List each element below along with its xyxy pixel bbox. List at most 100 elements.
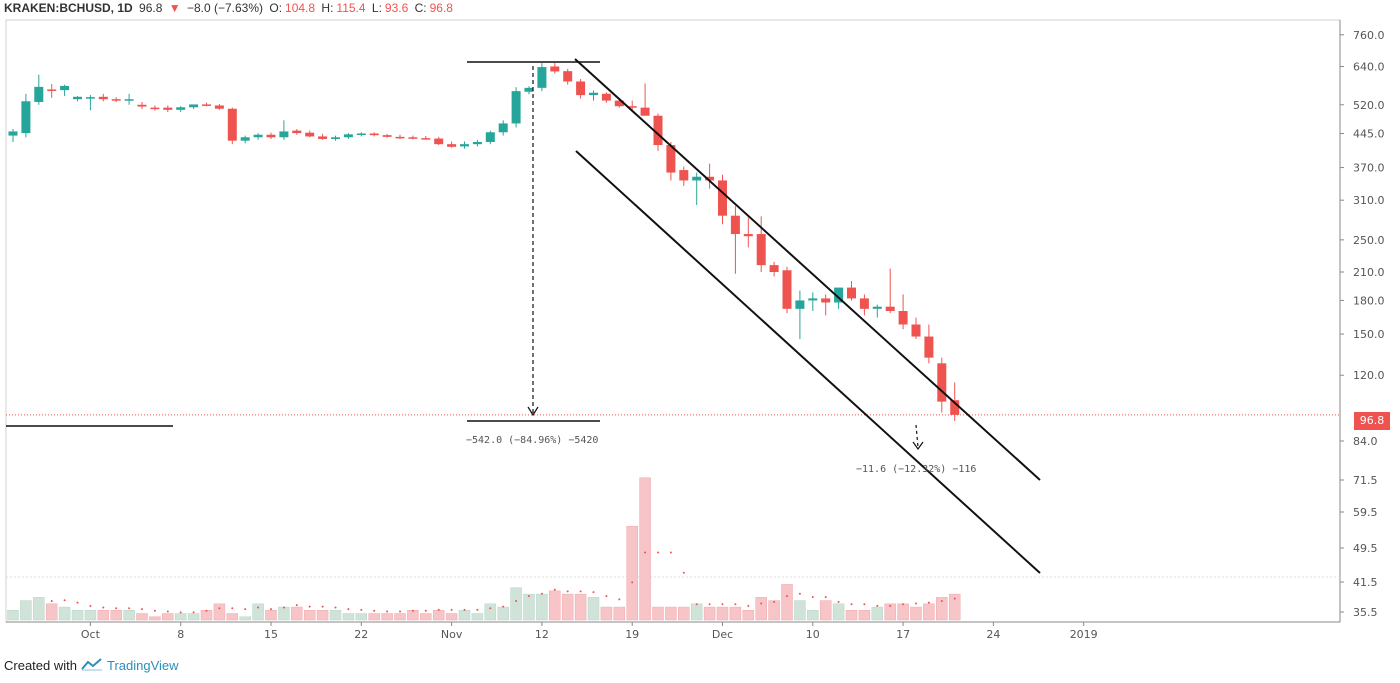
candle-body: [279, 131, 289, 138]
x-tick-label: 8: [177, 628, 184, 641]
volume-bar: [768, 600, 780, 621]
volume-ma-dot: [773, 600, 776, 603]
volume-bar: [549, 590, 561, 621]
candle-body: [911, 324, 921, 337]
candle-body: [382, 135, 392, 137]
candle-body: [369, 133, 379, 136]
volume-ma-dot: [218, 607, 221, 610]
candle-body: [34, 86, 44, 102]
candle-body: [98, 96, 108, 100]
down-arrow-icon: ▼: [168, 1, 181, 15]
candle-body: [782, 270, 792, 309]
volume-ma-dot: [657, 551, 659, 554]
volume-ma-dot: [695, 603, 698, 606]
volume-bar: [923, 603, 935, 621]
candle-body: [859, 298, 869, 309]
x-tick-label: 15: [264, 628, 278, 641]
channel-upper-line: [574, 58, 1041, 481]
volume-ma-dot: [334, 606, 337, 609]
volume-ma-dot: [115, 607, 118, 610]
volume-ma-dot: [760, 602, 763, 605]
volume-bar: [329, 610, 342, 621]
tradingview-logo-icon[interactable]: [81, 657, 103, 674]
candle-body: [47, 89, 57, 91]
candle-body: [795, 300, 805, 309]
y-tick-label: 445.0: [1353, 128, 1385, 141]
measure2-arrow-head: [912, 441, 924, 451]
candle-body: [189, 104, 199, 108]
drawings: −542.0 (−84.96%) −5420 −11.6 (−12.32%) −1…: [6, 58, 1041, 574]
candle-body: [821, 298, 831, 303]
candle-body: [111, 99, 121, 101]
volume-bar: [316, 610, 329, 621]
volume-tick-label: 59.5: [1353, 506, 1378, 519]
y-tick-label: 150.0: [1353, 328, 1385, 341]
volume-ma-dot: [850, 603, 853, 606]
volume-ma-dot: [708, 603, 711, 606]
volume-ma-dot: [747, 604, 750, 607]
volume-ma-dot: [321, 605, 324, 608]
candle-body: [253, 134, 263, 138]
candle-body: [808, 298, 818, 301]
volume-bar: [884, 603, 896, 621]
candle-body: [937, 363, 947, 402]
y-tick-label: 210.0: [1353, 266, 1385, 279]
volume-bar: [20, 600, 32, 621]
volume-bar: [678, 606, 690, 621]
volume-ma-dot: [282, 606, 285, 609]
measure-label: −542.0 (−84.96%) −5420: [466, 435, 598, 446]
candle-body: [743, 234, 753, 237]
volume-tick-label: 71.5: [1353, 474, 1378, 487]
volume-bar: [871, 606, 884, 621]
volume-ma-dot: [953, 597, 956, 600]
volume-bar: [510, 587, 522, 621]
y-tick-label: 640.0: [1353, 60, 1385, 73]
open-label: O:: [269, 1, 283, 15]
volume-bar: [936, 597, 948, 621]
volume-bar: [136, 613, 148, 621]
volume-bar: [755, 597, 767, 621]
volume-bar: [213, 603, 226, 621]
volume-ma-dot: [876, 604, 879, 607]
y-tick-label: 310.0: [1353, 194, 1385, 207]
x-tick-label: 24: [986, 628, 1000, 641]
volume-bar: [71, 610, 84, 621]
x-tick-label: 19: [625, 628, 639, 641]
y-tick-label: 180.0: [1353, 294, 1385, 307]
volume-bar: [162, 613, 174, 621]
volume-ma-dot: [153, 609, 156, 612]
volume-bar: [187, 613, 200, 621]
candle-body: [537, 67, 547, 88]
volume-ma-dot: [102, 606, 105, 609]
volume-ma-dot: [76, 601, 79, 604]
created-with-label: Created with: [4, 658, 77, 673]
tradingview-brand[interactable]: TradingView: [106, 658, 179, 673]
y-tick-label: 250.0: [1353, 234, 1385, 247]
volume-ma-dot: [231, 607, 234, 610]
x-tick-label: 2019: [1070, 628, 1098, 641]
volume-bar: [407, 610, 419, 621]
volume-bar: [716, 606, 729, 621]
volume-ma-dot: [450, 608, 453, 611]
tradingview-wave-icon: [81, 658, 102, 671]
candle-body: [266, 134, 276, 138]
volume-bar: [200, 610, 213, 621]
candle-body: [421, 138, 431, 140]
candle-body: [550, 66, 560, 72]
volume-ma-dot: [515, 600, 518, 603]
high-value: 115.4: [336, 1, 366, 15]
symbol-label[interactable]: KRAKEN:BCHUSD, 1D: [4, 1, 133, 15]
candle-body: [460, 144, 469, 147]
volume-bar: [123, 610, 135, 621]
chart-header: KRAKEN:BCHUSD, 1D 96.8 ▼ −8.0 (−7.63%) O…: [4, 1, 456, 17]
volume-ma-dot: [502, 605, 505, 608]
x-tick-label: Dec: [712, 628, 733, 641]
candle-body: [343, 134, 353, 138]
candle-body: [137, 104, 147, 107]
volume-ma-dot: [837, 600, 840, 603]
volume-bar: [58, 606, 71, 621]
volume-ma-dot: [734, 603, 737, 606]
volume-bar: [600, 606, 613, 621]
volume-ma-dot: [721, 603, 724, 606]
